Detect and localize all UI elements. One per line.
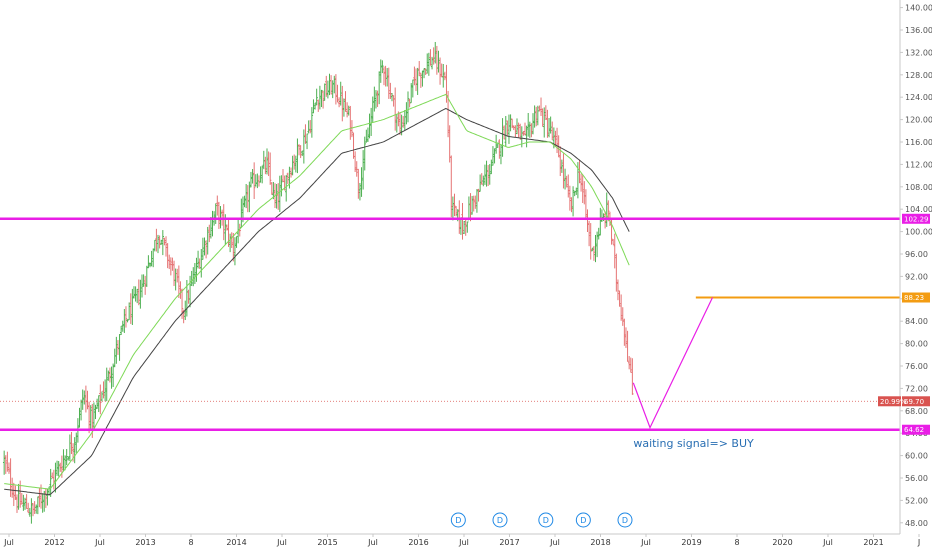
time-axis-ticks[interactable]: Jul 2012 Jul 2013 8 2014 Jul 2015 Jul 2016 Jul 2017… (3, 534, 920, 547)
signal-annotation: waiting signal=> BUY (633, 437, 754, 450)
change-badge-bg (878, 396, 901, 407)
time-tick-label: 8 (188, 538, 193, 547)
time-tick-label: Jul (458, 538, 469, 547)
event-marker-icon (450, 512, 466, 528)
price-tick-label: 108.00 (905, 183, 932, 192)
current-price-badge-bg (902, 396, 930, 407)
price-tick-label: 140.00 (905, 4, 932, 13)
price-tick-label: 128.00 (905, 71, 932, 80)
price-tick-label: 116.00 (905, 138, 932, 147)
price-tick-label: 56.00 (905, 474, 928, 483)
price-tick-label: 68.00 (905, 407, 928, 416)
price-tick-label: 124.00 (905, 93, 932, 102)
time-tick-label: Jul (276, 538, 287, 547)
time-tick-label: Jul (94, 538, 105, 547)
event-marker-label: D (622, 516, 628, 525)
level-lines (0, 217, 900, 431)
event-marker-icon (492, 512, 508, 528)
price-tick-label: 136.00 (905, 26, 932, 35)
event-marker-label: D (455, 516, 461, 525)
moving-average-fast (4, 93, 630, 490)
price-tick-label: 72.00 (905, 384, 928, 393)
time-tick-label: 2019 (681, 538, 701, 547)
price-tick-label: 76.00 (905, 362, 928, 371)
price-tick-label: 84.00 (905, 317, 928, 326)
time-tick-label: 8 (734, 538, 739, 547)
price-tick-label: 92.00 (905, 272, 928, 281)
projection-path (632, 297, 714, 430)
event-marker-icon (538, 512, 554, 528)
time-tick-label: Jul (3, 538, 14, 547)
event-marker-label: D (543, 516, 549, 525)
support-badge-bg (902, 424, 930, 435)
support-badge: 64.62 (904, 426, 924, 434)
time-tick-label: 2013 (135, 538, 155, 547)
price-tick-label: 48.00 (905, 519, 928, 528)
current-price-badge: 69.70 (904, 398, 924, 406)
time-tick-label: 2015 (317, 538, 337, 547)
price-tick-label: 52.00 (905, 496, 928, 505)
resistance-badge-bg (902, 213, 930, 224)
price-tick-label: 60.00 (905, 452, 928, 461)
time-tick-label: J (917, 538, 920, 547)
moving-average-slow (4, 107, 630, 496)
time-tick-label: 2017 (499, 538, 519, 547)
time-tick-label: Jul (822, 538, 833, 547)
target-badge: 88.23 (904, 294, 924, 302)
time-tick-label: 2014 (226, 538, 246, 547)
price-tick-label: 96.00 (905, 250, 928, 259)
time-tick-label: 2018 (590, 538, 610, 547)
time-tick-label: 2016 (408, 538, 428, 547)
target-badge-bg (902, 292, 930, 303)
price-badges: 102.29 88.23 69.70 64.62 20.99% (878, 213, 930, 435)
time-tick-label: Jul (367, 538, 378, 547)
candlestick-series (2, 41, 634, 524)
event-marker-icon (575, 512, 591, 528)
event-marker-label: D (497, 516, 503, 525)
time-tick-label: Jul (549, 538, 560, 547)
price-tick-label: 80.00 (905, 340, 928, 349)
price-tick-label: 100.00 (905, 228, 932, 237)
time-tick-label: 2020 (772, 538, 792, 547)
price-tick-label: 104.00 (905, 205, 932, 214)
price-tick-label: 112.00 (905, 160, 932, 169)
price-axis-ticks: 140.00 136.00 132.00 128.00 124.00 120.00 116.… (900, 4, 932, 528)
resistance-badge: 102.29 (904, 215, 929, 223)
event-marker-icon (617, 512, 633, 528)
time-tick-label: 2021 (863, 538, 883, 547)
time-tick-label: Jul (640, 538, 651, 547)
event-marker-label: D (580, 516, 586, 525)
price-tick-label: 132.00 (905, 48, 932, 57)
time-tick-label: 2012 (44, 538, 64, 547)
price-tick-label: 120.00 (905, 116, 932, 125)
change-badge: 20.99% (880, 398, 907, 406)
